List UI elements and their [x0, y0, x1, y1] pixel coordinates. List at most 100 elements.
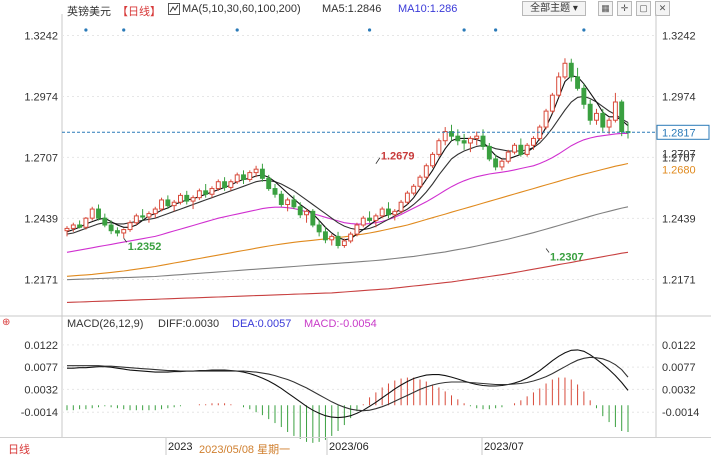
- candle-body: [373, 215, 379, 221]
- candle: [568, 58, 574, 82]
- candle: [562, 58, 568, 80]
- annotation-pointer: [545, 248, 550, 253]
- x-label-2023-06: 2023/06: [329, 441, 369, 453]
- candle-body: [467, 137, 473, 144]
- candle-body: [203, 190, 209, 195]
- candle-body: [436, 140, 442, 155]
- candle-body: [486, 145, 492, 160]
- ma100-line: [66, 206, 629, 281]
- candle: [310, 209, 316, 228]
- candle: [285, 197, 291, 212]
- candle: [587, 99, 593, 125]
- candle: [398, 199, 404, 214]
- macd-title: MACD(26,12,9): [67, 318, 144, 330]
- candle-body: [228, 181, 234, 188]
- candle-body: [612, 101, 618, 121]
- candle-body: [184, 194, 190, 202]
- price-annotation: 1.2679: [381, 151, 415, 163]
- candle: [524, 143, 530, 157]
- ma-settings-icon[interactable]: [168, 3, 180, 15]
- candle-body: [505, 151, 511, 162]
- current-price-label: 1.2817: [662, 127, 696, 139]
- candle: [348, 231, 354, 244]
- candle-body: [600, 112, 606, 128]
- candle-body: [348, 233, 354, 242]
- candle: [102, 213, 108, 228]
- macd-tick-left: 0.0122: [24, 340, 58, 352]
- candle-body: [398, 201, 404, 212]
- price-annotation: 1.2307: [550, 251, 584, 263]
- candle: [467, 136, 473, 153]
- candle: [146, 211, 152, 223]
- macd-tick-left: 0.0032: [24, 384, 58, 396]
- candle: [367, 211, 373, 223]
- price-tick-left: 1.3242: [24, 30, 58, 42]
- crosshair-icon[interactable]: ✛: [617, 1, 632, 16]
- candle: [70, 222, 76, 232]
- candle: [449, 124, 454, 141]
- candle: [411, 184, 417, 196]
- candle-body: [316, 224, 322, 233]
- candle: [461, 133, 467, 150]
- window-icon[interactable]: ▢: [636, 1, 651, 16]
- candle: [392, 209, 398, 221]
- candle: [442, 127, 448, 146]
- macd-diff-line: [67, 349, 629, 419]
- candle: [436, 138, 442, 157]
- candle: [133, 213, 139, 225]
- event-marker-dot: [84, 28, 88, 32]
- candle-body: [562, 62, 568, 78]
- footer-period-label[interactable]: 日线: [8, 444, 30, 455]
- event-marker-dot: [582, 28, 586, 32]
- candle: [386, 202, 391, 219]
- candle-body: [442, 131, 448, 142]
- candle: [329, 234, 335, 246]
- candle-body: [304, 210, 309, 216]
- candle: [234, 172, 240, 184]
- candle: [335, 231, 341, 249]
- candle-body: [322, 231, 328, 241]
- current-price-box: [656, 124, 710, 140]
- candle: [272, 184, 278, 198]
- macd-expand-icon[interactable]: ⊕: [2, 317, 11, 328]
- ma60-line: [66, 162, 629, 277]
- candle: [549, 92, 555, 114]
- macd-tick-right: -0.0014: [662, 407, 699, 419]
- candle: [121, 228, 127, 239]
- candle: [64, 226, 70, 237]
- candle: [215, 179, 221, 191]
- candle-body: [253, 168, 259, 174]
- candle-body: [386, 208, 391, 216]
- candle: [209, 186, 215, 198]
- candle-body: [354, 224, 360, 235]
- candle: [178, 193, 183, 205]
- candle-body: [259, 168, 265, 179]
- candle-body: [102, 217, 108, 226]
- period-label[interactable]: 【日线】: [117, 6, 161, 18]
- candle: [512, 143, 517, 155]
- ma200-line: [66, 251, 629, 303]
- candle-body: [272, 188, 278, 195]
- candle-body: [77, 224, 83, 228]
- candle-body: [190, 197, 196, 202]
- candle: [530, 136, 536, 150]
- candle-body: [549, 94, 555, 112]
- candle-body: [524, 144, 530, 155]
- candle: [96, 204, 101, 221]
- candle: [222, 177, 228, 191]
- candle: [505, 149, 511, 164]
- candle: [108, 220, 114, 235]
- candle-body: [455, 135, 461, 142]
- close-icon[interactable]: ✕: [655, 1, 670, 16]
- event-marker-dot: [494, 28, 498, 32]
- candle: [184, 190, 190, 205]
- candle: [278, 190, 284, 207]
- price-tick-left: 1.2439: [24, 213, 58, 225]
- candle-body: [247, 172, 253, 180]
- candle-body: [215, 181, 221, 190]
- candle-body: [474, 135, 480, 139]
- candle-body: [518, 144, 524, 155]
- candle: [493, 154, 499, 171]
- theme-select-button[interactable]: 全部主题 ▾: [522, 1, 586, 16]
- grid-icon[interactable]: ▦: [598, 1, 613, 16]
